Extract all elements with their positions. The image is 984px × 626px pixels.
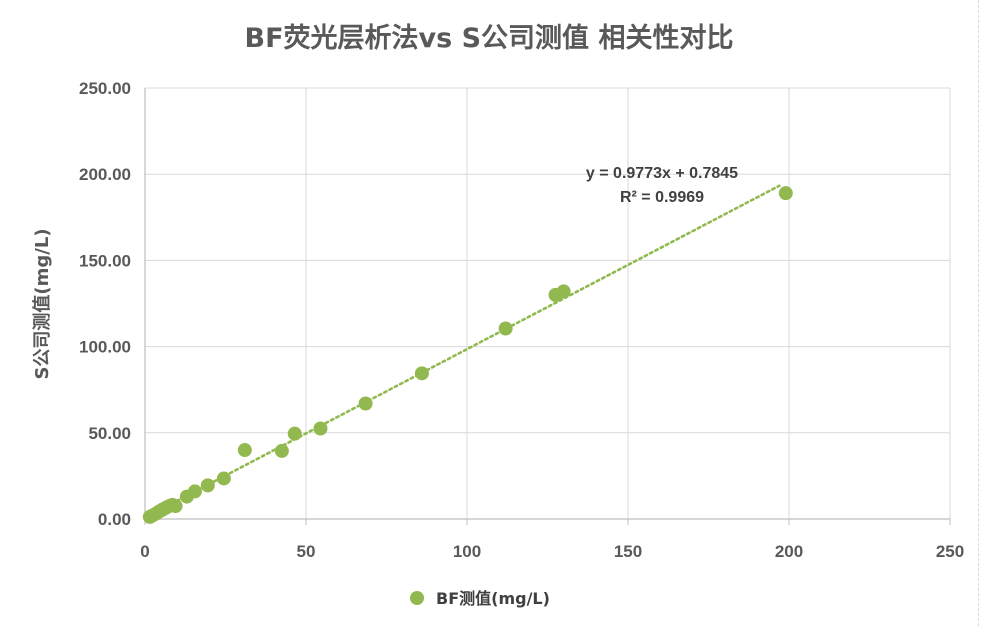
axes <box>144 88 951 525</box>
data-point <box>498 321 513 336</box>
data-points <box>142 186 793 524</box>
trendline-equation: y = 0.9773x + 0.7845 <box>586 165 738 182</box>
y-tick-labels: 0.00 50.00 100.00 150.00 200.00 250.00 <box>79 79 131 529</box>
x-tick-label: 0 <box>140 542 149 561</box>
data-point <box>778 186 793 201</box>
y-axis-label: S公司测值(mg/L) <box>31 228 53 379</box>
x-tick-label: 50 <box>297 542 316 561</box>
data-point <box>414 366 429 381</box>
trendline <box>143 184 781 519</box>
y-tick-label: 200.00 <box>79 165 131 184</box>
x-tick-label: 100 <box>453 542 481 561</box>
trendline-line <box>143 184 781 519</box>
legend-marker <box>410 591 424 605</box>
y-tick-label: 50.00 <box>88 424 131 443</box>
data-point <box>187 484 202 499</box>
data-point <box>216 471 231 486</box>
data-point <box>274 443 289 458</box>
y-tick-label: 100.00 <box>79 338 131 357</box>
data-point <box>200 478 215 493</box>
data-point <box>287 426 302 441</box>
legend: BF测值(mg/L) <box>410 589 550 608</box>
x-tick-label: 150 <box>614 542 642 561</box>
y-tick-label: 150.00 <box>79 251 131 270</box>
x-tick-labels: 0 50 100 150 200 250 <box>140 542 964 561</box>
data-point <box>168 499 183 514</box>
x-tick-label: 250 <box>936 542 964 561</box>
y-tick-label: 0.00 <box>98 510 131 529</box>
gridlines <box>145 87 951 519</box>
trendline-r-squared: R² = 0.9969 <box>620 189 704 206</box>
data-point <box>313 421 328 436</box>
legend-label: BF测值(mg/L) <box>436 589 550 608</box>
x-tick-label: 200 <box>775 542 803 561</box>
data-point <box>237 443 252 458</box>
page-edge-divider <box>978 0 981 626</box>
chart-title: BF荧光层析法vs S公司测值 相关性对比 <box>245 23 734 54</box>
data-point <box>358 396 373 411</box>
data-point <box>556 284 571 299</box>
y-tick-label: 250.00 <box>79 79 131 98</box>
